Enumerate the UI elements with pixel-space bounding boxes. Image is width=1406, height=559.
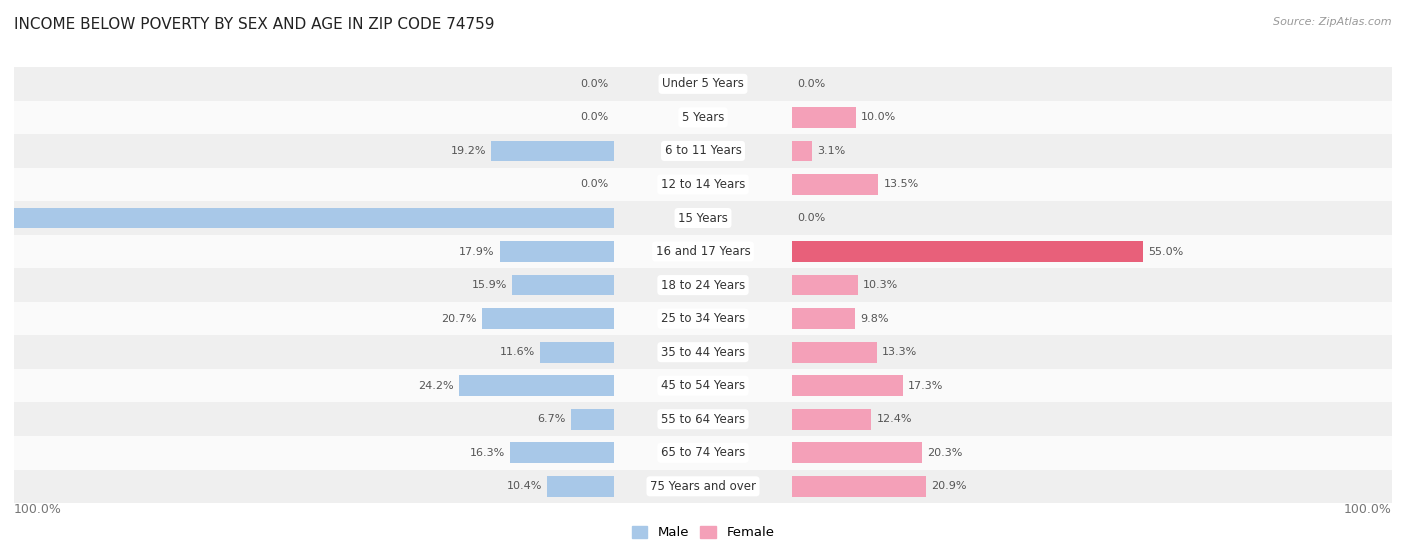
Text: 55.0%: 55.0% [1149,247,1184,257]
Text: Under 5 Years: Under 5 Years [662,77,744,91]
Bar [793,274,858,296]
Text: 20.3%: 20.3% [927,448,962,458]
Bar [491,140,613,162]
Text: 100.0%: 100.0% [14,503,62,516]
Bar [499,241,613,262]
Text: 10.3%: 10.3% [863,280,898,290]
Text: 17.3%: 17.3% [908,381,943,391]
Text: 16 and 17 Years: 16 and 17 Years [655,245,751,258]
Text: 0.0%: 0.0% [797,213,825,223]
Bar [14,402,1392,436]
Bar [0,207,613,229]
Bar [793,476,925,497]
Bar [510,442,613,463]
Bar [14,201,1392,235]
Bar [460,375,613,396]
Bar [14,369,1392,402]
Text: 25 to 34 Years: 25 to 34 Years [661,312,745,325]
Text: 10.0%: 10.0% [862,112,897,122]
Bar [571,409,613,430]
Text: Source: ZipAtlas.com: Source: ZipAtlas.com [1274,17,1392,27]
Text: 6.7%: 6.7% [537,414,565,424]
Text: 75 Years and over: 75 Years and over [650,480,756,493]
Bar [512,274,613,296]
Text: 20.9%: 20.9% [931,481,966,491]
Bar [14,101,1392,134]
Bar [482,308,613,329]
Text: 10.4%: 10.4% [508,481,543,491]
Text: 0.0%: 0.0% [581,79,609,89]
Text: 35 to 44 Years: 35 to 44 Years [661,345,745,359]
Bar [14,335,1392,369]
Bar [14,436,1392,470]
Text: 0.0%: 0.0% [581,179,609,190]
Text: 45 to 54 Years: 45 to 54 Years [661,379,745,392]
Bar [14,268,1392,302]
Text: 12 to 14 Years: 12 to 14 Years [661,178,745,191]
Bar [793,409,872,430]
Bar [14,302,1392,335]
Bar [793,442,922,463]
Text: 24.2%: 24.2% [419,381,454,391]
Text: 0.0%: 0.0% [797,79,825,89]
Text: 3.1%: 3.1% [817,146,845,156]
Bar [14,470,1392,503]
Bar [793,140,813,162]
Text: 13.5%: 13.5% [883,179,918,190]
Text: 100.0%: 100.0% [1344,503,1392,516]
Text: 17.9%: 17.9% [458,247,495,257]
Bar [793,375,903,396]
Bar [14,134,1392,168]
Text: 5 Years: 5 Years [682,111,724,124]
Bar [793,107,856,128]
Bar [793,174,879,195]
Bar [540,342,613,363]
Bar [14,67,1392,101]
Bar [547,476,613,497]
Bar [793,342,877,363]
Text: 55 to 64 Years: 55 to 64 Years [661,413,745,426]
Bar [14,168,1392,201]
Text: 13.3%: 13.3% [882,347,918,357]
Text: 0.0%: 0.0% [581,112,609,122]
Bar [14,235,1392,268]
Bar [793,308,855,329]
Bar [793,241,1143,262]
Text: 15.9%: 15.9% [472,280,508,290]
Text: 19.2%: 19.2% [450,146,486,156]
Text: 9.8%: 9.8% [860,314,889,324]
Text: 16.3%: 16.3% [470,448,505,458]
Text: 6 to 11 Years: 6 to 11 Years [665,144,741,158]
Text: 18 to 24 Years: 18 to 24 Years [661,278,745,292]
Legend: Male, Female: Male, Female [626,520,780,544]
Text: INCOME BELOW POVERTY BY SEX AND AGE IN ZIP CODE 74759: INCOME BELOW POVERTY BY SEX AND AGE IN Z… [14,17,495,32]
Text: 11.6%: 11.6% [499,347,534,357]
Text: 20.7%: 20.7% [441,314,477,324]
Text: 65 to 74 Years: 65 to 74 Years [661,446,745,459]
Text: 12.4%: 12.4% [876,414,912,424]
Text: 15 Years: 15 Years [678,211,728,225]
